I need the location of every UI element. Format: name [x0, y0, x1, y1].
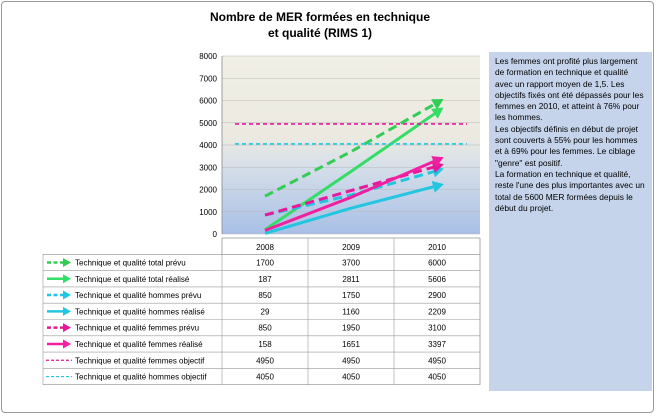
series-arrowhead	[431, 181, 444, 193]
y-tick-label: 5000	[199, 119, 217, 128]
data-value-label: 3100	[428, 324, 446, 333]
data-value-label: 5606	[428, 275, 446, 284]
data-value-label: 187	[258, 275, 272, 284]
data-value-label: 3397	[428, 340, 446, 349]
data-value-label: 1950	[342, 324, 360, 333]
data-value-label: 2209	[428, 307, 446, 316]
data-value-label: 1651	[342, 340, 360, 349]
series-label: Technique et qualité femmes prévu	[75, 324, 199, 333]
chart-title-line-1: Nombre de MER formées en technique	[209, 10, 431, 24]
y-tick-label: 8000	[199, 52, 217, 61]
y-tick-label: 2000	[199, 186, 217, 195]
data-value-label: 4050	[256, 373, 274, 382]
commentary-paragraph-2: Les objectifs définis en début de projet…	[495, 123, 638, 168]
plot-area: 0 1000 2000 3000 4000 5000 6000 7000 8000	[199, 52, 480, 239]
commentary-paragraph-1: Les femmes ont profité plus largement de…	[495, 56, 644, 123]
commentary-panel: Les femmes ont profité plus largement de…	[489, 52, 652, 391]
data-value-label: 158	[258, 340, 272, 349]
data-value-label: 4050	[428, 373, 446, 382]
legend-key-arrowhead	[63, 306, 71, 316]
series-path	[264, 157, 442, 232]
series-path	[264, 99, 442, 198]
data-value-label: 2900	[428, 291, 446, 300]
y-tick-label: 3000	[199, 163, 217, 172]
series-arrowhead	[431, 107, 444, 119]
y-tick-label: 1000	[199, 208, 217, 217]
series-arrowhead	[431, 161, 444, 173]
data-value-label: 29	[261, 307, 270, 316]
data-value-label: 1160	[342, 307, 360, 316]
x-category-label: 2010	[428, 243, 446, 252]
y-tick-label: 0	[213, 230, 218, 239]
y-tick-label: 4000	[199, 141, 217, 150]
data-value-label: 850	[258, 324, 272, 333]
series-line	[264, 181, 444, 235]
data-value-label: 6000	[428, 258, 446, 267]
legend-key-arrowhead	[63, 290, 71, 300]
x-category-label: 2009	[342, 243, 360, 252]
series-label: Technique et qualité hommes réalisé	[75, 307, 205, 316]
data-value-label: 4950	[428, 356, 446, 365]
series-line	[264, 156, 444, 232]
series-label: Technique et qualité total réalisé	[75, 275, 190, 284]
data-value-label: 4050	[342, 373, 360, 382]
data-value-label: 2811	[342, 275, 360, 284]
series-path	[264, 108, 442, 232]
chart-title: Nombre de MER formées en technique et qu…	[170, 9, 470, 41]
legend-key-arrowhead	[63, 339, 71, 349]
x-category-label: 2008	[256, 243, 274, 252]
legend-key-arrowhead	[63, 323, 71, 333]
series-line	[264, 161, 444, 217]
data-value-label: 3700	[342, 258, 360, 267]
series-label: Technique et qualité femmes objectif	[75, 356, 205, 365]
series-arrowhead	[431, 156, 444, 168]
data-value-label: 1700	[256, 258, 274, 267]
legend-key-arrowhead	[63, 274, 71, 284]
series-label: Technique et qualité total prévu	[75, 258, 186, 267]
series-label: Technique et qualité hommes objectif	[75, 373, 207, 382]
series-arrowhead	[431, 99, 444, 110]
series-path	[264, 163, 442, 217]
series-label: Technique et qualité femmes réalisé	[75, 340, 203, 349]
data-table: 2008 2009 2010 Technique et qualité total p…	[42, 237, 481, 386]
commentary-paragraph-3: La formation en technique et qualité, re…	[495, 168, 645, 213]
series-label: Technique et qualité hommes prévu	[75, 291, 201, 300]
y-tick-label: 7000	[199, 74, 217, 83]
data-value-label: 850	[258, 291, 272, 300]
y-tick-label: 6000	[199, 97, 217, 106]
legend-key-arrowhead	[63, 257, 71, 267]
data-value-label: 4950	[342, 356, 360, 365]
data-value-label: 1750	[342, 291, 360, 300]
data-value-label: 4950	[256, 356, 274, 365]
series-line	[264, 99, 444, 198]
chart-title-line-2: et qualité (RIMS 1)	[267, 26, 372, 40]
